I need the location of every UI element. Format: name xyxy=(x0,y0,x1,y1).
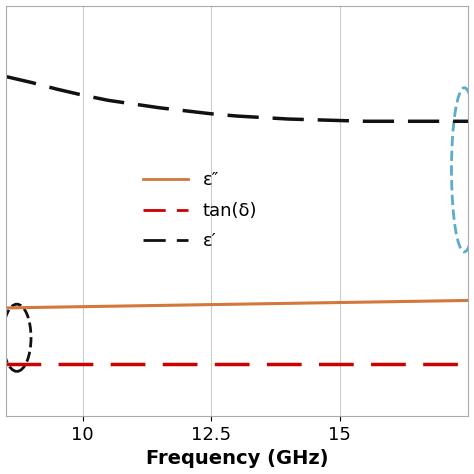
Legend: ε″, tan(δ), ε′: ε″, tan(δ), ε′ xyxy=(136,164,264,258)
X-axis label: Frequency (GHz): Frequency (GHz) xyxy=(146,449,328,468)
